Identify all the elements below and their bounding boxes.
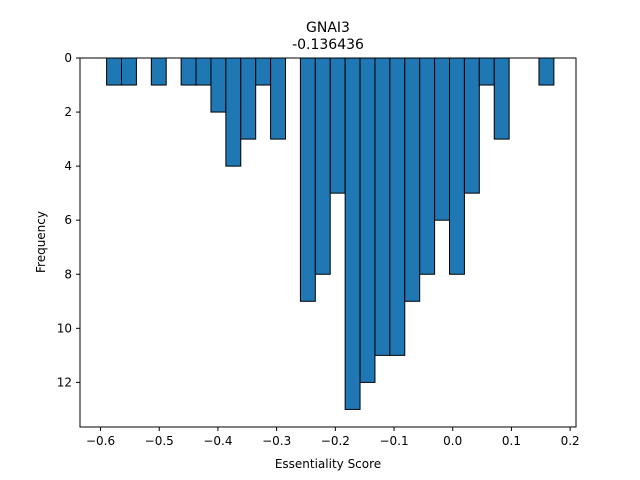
- x-tick-label: −0.4: [203, 434, 232, 448]
- y-tick-label: 0: [64, 51, 72, 65]
- y-tick-label: 4: [64, 159, 72, 173]
- histogram-bar: [404, 57, 421, 302]
- y-tick-label: 6: [64, 213, 72, 227]
- histogram-bar: [225, 57, 242, 167]
- histogram-bar: [106, 57, 122, 86]
- histogram-bar: [195, 57, 212, 86]
- bars-group: [106, 57, 555, 410]
- x-tick-label: −0.1: [379, 434, 408, 448]
- histogram-bar: [120, 57, 137, 86]
- histogram-bar: [538, 57, 555, 86]
- histogram-bar: [463, 57, 480, 194]
- histogram-bar: [240, 57, 257, 140]
- histogram-bar: [449, 57, 465, 275]
- x-tick-label: 0.1: [502, 434, 521, 448]
- histogram-bar: [419, 57, 436, 275]
- chart-title: GNAI3: [306, 20, 350, 36]
- histogram-bar: [299, 57, 316, 302]
- x-tick-label: −0.5: [145, 434, 174, 448]
- histogram-bar: [150, 57, 167, 86]
- y-axis: 0 2 4 6 8 10 12: [57, 51, 80, 389]
- histogram-bar: [344, 57, 361, 410]
- histogram-bar: [270, 57, 287, 140]
- histogram-bar: [359, 57, 376, 383]
- chart-subtitle: -0.136436: [292, 37, 364, 53]
- y-tick-label: 8: [64, 267, 72, 281]
- histogram-bar: [434, 57, 451, 221]
- histogram-bar: [389, 57, 406, 356]
- histogram-bar: [329, 57, 346, 194]
- x-tick-label: −0.2: [321, 434, 350, 448]
- histogram-bar: [374, 57, 391, 356]
- histogram-bar: [210, 57, 227, 113]
- y-tick-label: 10: [57, 321, 72, 335]
- histogram-bar: [255, 57, 272, 86]
- y-tick-label: 2: [64, 105, 72, 119]
- x-tick-label: 0.0: [443, 434, 462, 448]
- x-tick-label: −0.6: [86, 434, 115, 448]
- histogram-bar: [493, 57, 510, 140]
- y-axis-label: Frequency: [34, 211, 48, 273]
- y-tick-label: 12: [57, 375, 72, 389]
- x-axis-label: Essentiality Score: [275, 457, 381, 471]
- histogram-bar: [180, 57, 197, 86]
- plot-frame: [79, 57, 577, 428]
- x-tick-label: −0.3: [262, 434, 291, 448]
- histogram-bar: [314, 57, 331, 275]
- x-axis: −0.6 −0.5 −0.4 −0.3 −0.2 −0.1 0.0 0.1 0.2: [86, 427, 580, 448]
- x-tick-label: 0.2: [561, 434, 580, 448]
- histogram-bar: [478, 57, 495, 86]
